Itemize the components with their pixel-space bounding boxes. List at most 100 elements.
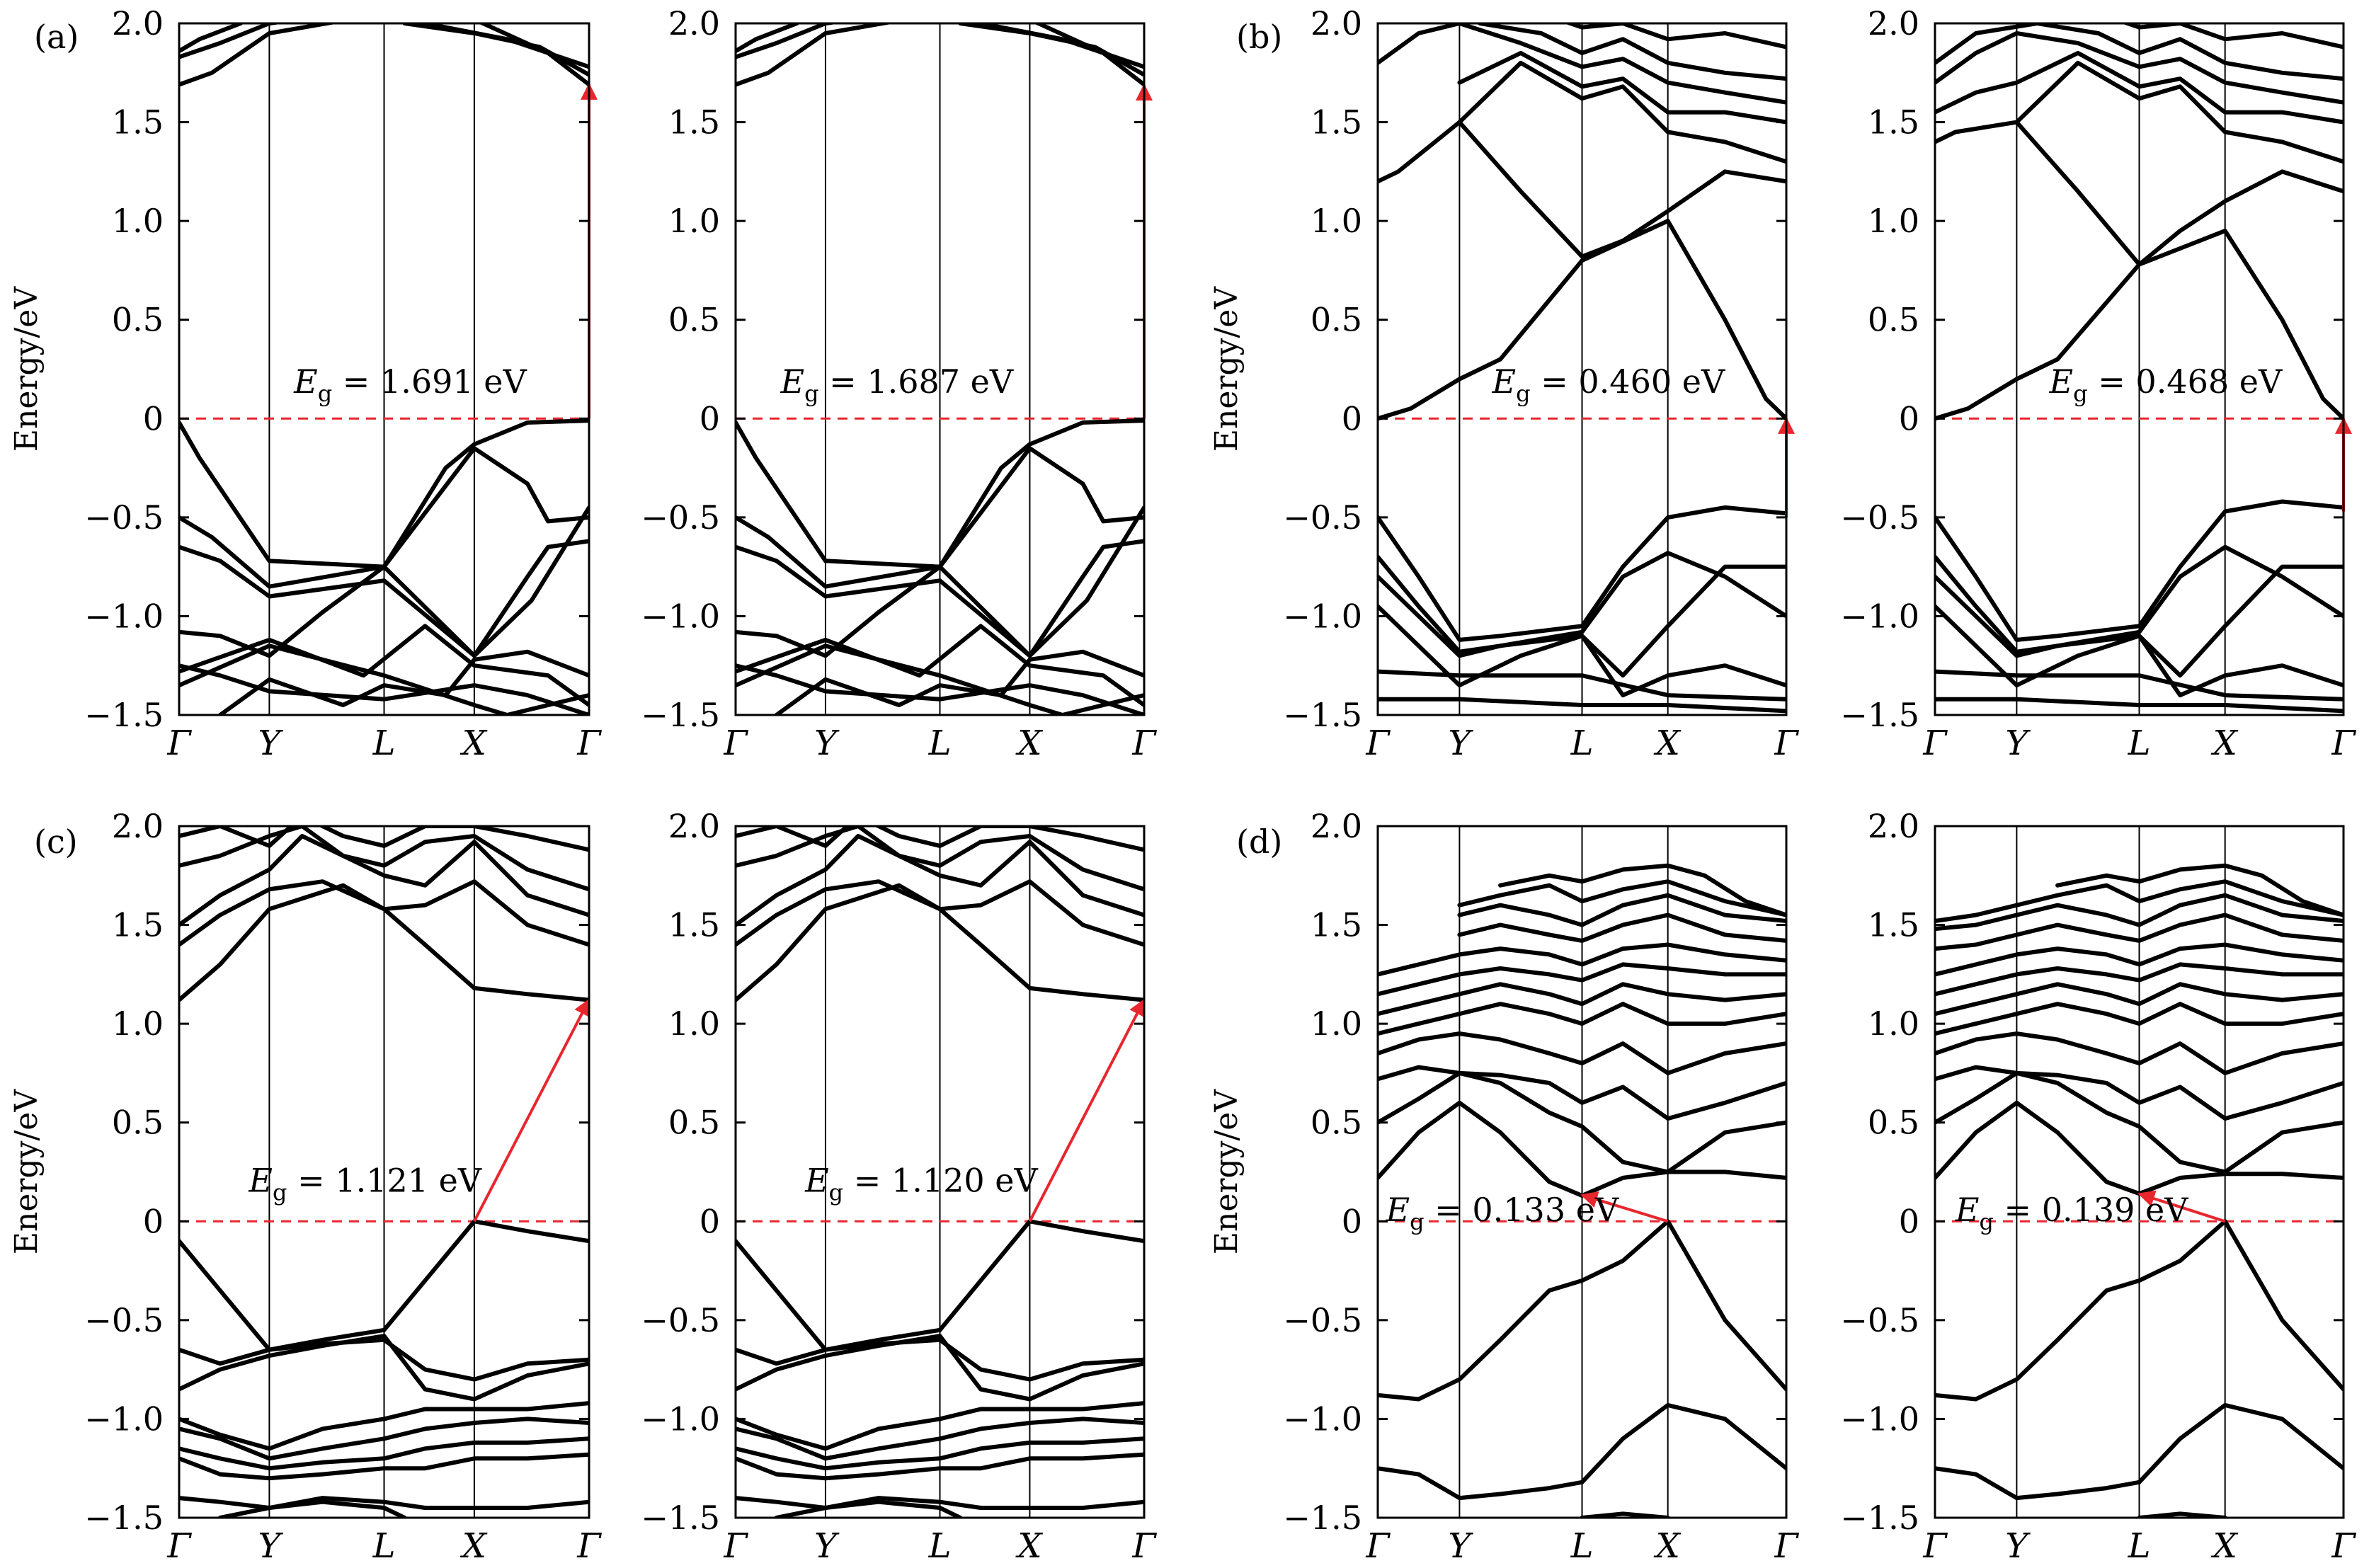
kpoint-label: X <box>459 1526 488 1566</box>
band-line-v1 <box>179 418 589 569</box>
panel-frame <box>178 825 590 1519</box>
y-tick-label: 0 <box>1899 399 1919 437</box>
band-line-v1 <box>1935 1219 2344 1402</box>
kpoint-label: Γ <box>2331 723 2356 763</box>
band-line-v8 <box>736 1496 1144 1510</box>
band-line-v3 <box>179 1334 589 1402</box>
band-line-v8 <box>179 1496 589 1510</box>
band-line-v2 <box>1935 544 2344 654</box>
y-tick-label: 0 <box>1342 1202 1362 1240</box>
y-tick-label: 1.5 <box>112 103 164 142</box>
band-gap-arrow <box>473 998 590 1223</box>
kpoint-label: Γ <box>1131 723 1157 763</box>
band-line-v2 <box>736 446 1144 589</box>
kpoint-label: L <box>372 723 396 763</box>
band-line-v4 <box>179 505 589 658</box>
y-tick-label: −0.5 <box>641 1301 720 1339</box>
kpoint-label: Γ <box>166 723 192 763</box>
band-line-c10 <box>1457 893 1786 927</box>
y-tick-label: 2.0 <box>112 4 164 42</box>
y-tick-label: 1.5 <box>1868 906 1919 944</box>
band-gap-value: 1.120 eV <box>891 1161 1039 1199</box>
band-gap-label: Eg = 1.687 eV <box>780 362 1013 407</box>
band-line-c2 <box>179 879 589 947</box>
y-tick-label: 1.0 <box>1868 202 1919 240</box>
band-line-v5 <box>736 1417 1144 1461</box>
y-tick-label: −0.5 <box>1840 1301 1919 1339</box>
band-line-v1 <box>1935 499 2344 642</box>
band-line-c5 <box>1378 23 1786 105</box>
y-tick-label: −1.0 <box>1840 1400 1919 1438</box>
band-line-c3 <box>179 23 243 54</box>
y-tick-label: 1.5 <box>1311 906 1362 944</box>
band-series-group <box>736 23 1144 715</box>
panel-label: (c) <box>34 823 78 861</box>
y-tick-label: 0.5 <box>1311 1104 1362 1142</box>
band-gap-value: 0.139 eV <box>2042 1191 2189 1229</box>
kpoint-label: L <box>928 723 952 763</box>
y-tick-label: 1.0 <box>112 1005 164 1043</box>
y-tick-label: 0.5 <box>1868 301 1919 339</box>
y-tick-label: −0.5 <box>1840 498 1919 537</box>
kpoint-label: Y <box>1449 1526 1474 1566</box>
y-tick-label: −1.5 <box>84 696 164 734</box>
y-tick-label: −1.0 <box>84 1400 164 1438</box>
band-line-v4 <box>736 505 1144 658</box>
kpoint-label: Y <box>258 1526 284 1566</box>
band-line-v4 <box>179 1401 589 1451</box>
band-line-c3 <box>179 834 589 927</box>
y-tick-label: −1.5 <box>84 1499 164 1537</box>
y-tick-label: 2.0 <box>1868 4 1919 42</box>
band-gap-arrow <box>2137 1190 2226 1223</box>
band-series-group <box>1378 23 1786 714</box>
band-line-c3 <box>736 834 1144 927</box>
band-gap-label: Eg = 0.139 eV <box>1955 1191 2188 1235</box>
kpoint-label: Y <box>2006 723 2031 763</box>
band-line-c5 <box>1378 1002 1786 1036</box>
band-gap-value: 0.133 eV <box>1472 1191 1619 1229</box>
band-panel-1: 2.01.51.00.50−0.5−1.0−1.5Γ Y L X ΓEg = 1.691… <box>8 4 602 763</box>
band-line-v2 <box>179 446 589 589</box>
y-tick-label: 2.0 <box>112 807 164 845</box>
panel-frame <box>1934 22 2345 716</box>
band-line-c2 <box>1935 1070 2344 1174</box>
band-line-c4 <box>402 23 589 77</box>
kpoint-label: L <box>1570 723 1594 763</box>
kpoint-label: Γ <box>2331 1526 2356 1566</box>
band-line-c8 <box>1378 942 1786 977</box>
band-line-c3 <box>1935 1065 2344 1121</box>
band-line-c4 <box>1935 1031 2344 1075</box>
kpoint-label: Y <box>1449 723 1474 763</box>
band-line-v2 <box>1935 1402 2344 1501</box>
y-tick-label: 0 <box>1342 399 1362 437</box>
band-line-c5 <box>179 826 589 852</box>
kpoint-label: X <box>2210 1526 2239 1566</box>
band-line-v5 <box>736 624 1144 707</box>
band-line-c4 <box>958 23 1144 77</box>
band-line-v3 <box>1580 1511 1670 1518</box>
band-line-c5 <box>736 826 1144 852</box>
band-panel-2: 2.01.51.00.50−0.5−1.0−1.5Γ Y L X ΓEg = 1.687… <box>641 4 1157 763</box>
band-gap-value: 1.691 eV <box>380 362 527 401</box>
panel-frame <box>1376 825 1788 1519</box>
band-line-c4 <box>179 826 589 892</box>
kpoint-label: L <box>2128 1526 2151 1566</box>
band-line-v3 <box>736 539 1144 658</box>
band-line-c2 <box>1378 1070 1786 1174</box>
y-tick-label: −1.0 <box>1283 1400 1362 1438</box>
band-line-v5 <box>179 1417 589 1461</box>
band-line-v6 <box>1378 697 1786 714</box>
kpoint-label: Γ <box>166 1526 192 1566</box>
kpoint-label: Γ <box>1774 723 1799 763</box>
band-line-v5 <box>1935 669 2344 702</box>
y-tick-label: 2.0 <box>1311 807 1362 845</box>
band-line-v3 <box>179 539 589 658</box>
y-tick-label: 1.0 <box>112 202 164 240</box>
y-axis-title: Energy/eV <box>1209 1089 1245 1254</box>
y-tick-label: 0.5 <box>668 301 720 339</box>
band-line-v2 <box>1378 1402 1786 1501</box>
y-tick-label: 1.5 <box>668 103 720 142</box>
band-line-c7 <box>2120 23 2344 50</box>
band-line-c1 <box>1378 1100 1786 1198</box>
band-line-v7 <box>736 663 1144 715</box>
